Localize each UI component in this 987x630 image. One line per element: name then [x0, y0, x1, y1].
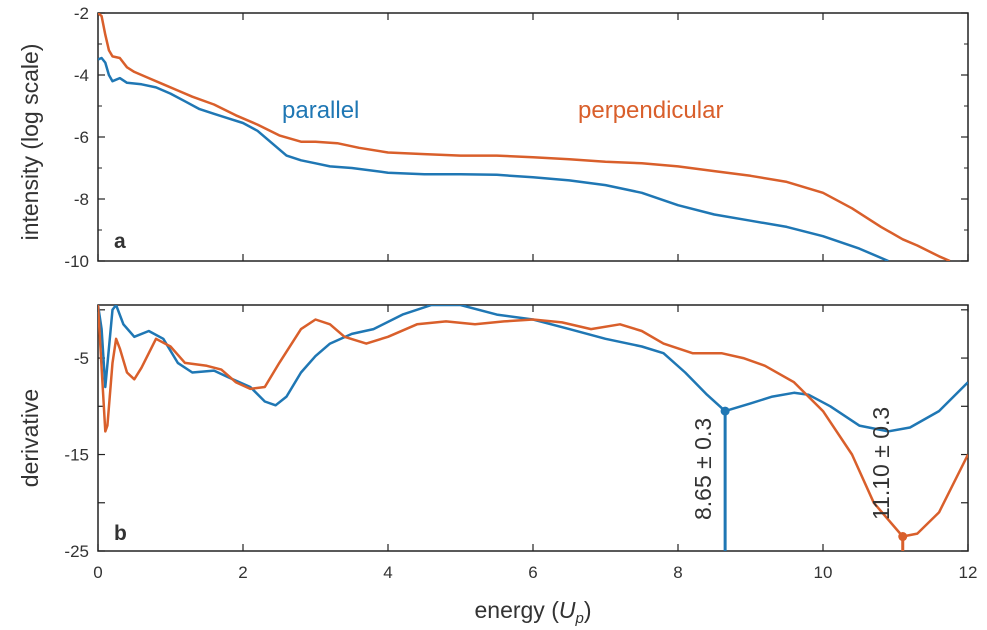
x-tick-label: 10: [814, 563, 833, 582]
panel-b-y-tick-labels: -25 -15 -5: [64, 349, 89, 561]
annotation-label: 8.65 ± 0.3: [690, 418, 716, 520]
series-line-perpendicular: [98, 305, 968, 538]
panel-a: -10 -8 -6 -4 -2 parallel perpendicular a int…: [17, 4, 969, 271]
y-tick-label: -2: [74, 4, 89, 23]
x-tick-label: 0: [93, 563, 102, 582]
x-axis-title-close: ): [584, 597, 592, 623]
panel-b: -25 -15 -5 0 2 4 6 8 10 12 8.65 ± 0.3 11.10 ± 0.3…: [17, 304, 977, 627]
x-axis-title: energy (Up): [474, 597, 591, 627]
x-axis-title-variable: U: [559, 597, 576, 623]
y-tick-label: -8: [74, 190, 89, 209]
annotation-label: 11.10 ± 0.3: [868, 407, 894, 520]
y-tick-label: -25: [64, 542, 89, 561]
y-tick-label: -4: [74, 66, 89, 85]
series-label-perpendicular: perpendicular: [578, 97, 723, 124]
y-axis-title-a: intensity (log scale): [17, 44, 43, 241]
panel-b-ticks: [97, 305, 969, 552]
panel-letter-b: b: [114, 522, 127, 545]
y-axis-title-b: derivative: [17, 389, 43, 487]
y-tick-label: -15: [64, 446, 89, 465]
panel-letter-a: a: [114, 230, 126, 253]
series-line-parallel: [98, 305, 968, 433]
panel-a-frame: [97, 12, 969, 262]
x-tick-label: 4: [383, 563, 392, 582]
panel-a-ticks: [97, 12, 969, 262]
y-tick-label: -5: [74, 349, 89, 368]
annotation-marker: [898, 532, 908, 542]
panel-b-frame: [97, 304, 969, 552]
minimum-annotations: 8.65 ± 0.3 11.10 ± 0.3: [690, 406, 908, 551]
x-tick-label: 6: [528, 563, 537, 582]
annotation-marker: [720, 406, 730, 416]
y-tick-label: -6: [74, 128, 89, 147]
x-tick-label: 12: [959, 563, 978, 582]
series-line-parallel: [98, 56, 889, 261]
series-line-perpendicular: [98, 13, 951, 261]
series-label-parallel: parallel: [282, 97, 359, 124]
x-tick-label: 8: [673, 563, 682, 582]
y-tick-label: -10: [64, 252, 89, 271]
panel-b-x-tick-labels: 0 2 4 6 8 10 12: [93, 563, 977, 582]
panel-a-y-tick-labels: -10 -8 -6 -4 -2: [64, 4, 89, 271]
x-axis-title-main: energy (: [474, 597, 559, 623]
x-tick-label: 2: [238, 563, 247, 582]
x-axis-title-subscript: p: [574, 610, 583, 627]
